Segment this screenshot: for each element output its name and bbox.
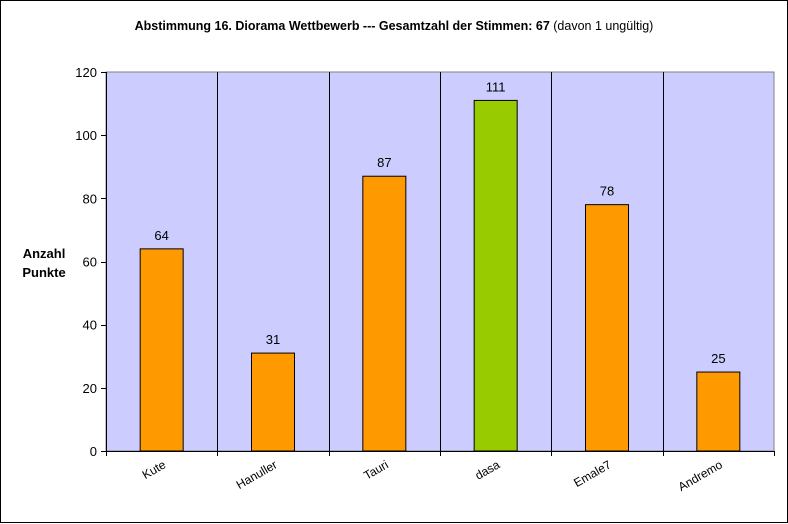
y-tick-label: 60 [83, 255, 97, 270]
y-tick-label: 100 [75, 128, 97, 143]
data-label: 64 [154, 228, 168, 243]
bar [251, 352, 295, 452]
x-tick-label: Andremo [676, 457, 725, 494]
bar [585, 204, 629, 452]
data-label: 31 [266, 332, 280, 347]
x-tick-label: Tauri [361, 457, 391, 482]
y-tick-label: 40 [83, 318, 97, 333]
bar [473, 99, 518, 452]
bar [696, 371, 741, 452]
y-axis-label-line1: Anzahl [22, 246, 66, 261]
bar [362, 175, 407, 452]
x-tick-label: dasa [473, 457, 503, 482]
chart-title-suffix: (davon 1 ungültig) [553, 19, 654, 33]
x-tick-label: Emale7 [571, 457, 614, 490]
y-axis-label: Anzahl Punkte [9, 244, 79, 282]
y-tick-label: 120 [75, 65, 97, 80]
y-tick-label: 80 [83, 191, 97, 206]
y-axis-label-line2: Punkte [22, 265, 66, 280]
x-tick-label: Kute [140, 457, 169, 482]
bar [139, 248, 184, 452]
y-tick-label: 20 [83, 381, 97, 396]
chart-title-main: Abstimmung 16. Diorama Wettbewerb --- Ge… [134, 19, 550, 33]
data-label: 25 [711, 351, 725, 366]
data-label: 87 [377, 155, 391, 170]
chart-title: Abstimmung 16. Diorama Wettbewerb --- Ge… [1, 19, 787, 33]
data-label: 78 [600, 184, 614, 199]
data-label: 111 [486, 79, 506, 94]
x-tick-label: Hanuller [234, 457, 280, 491]
y-tick-label: 0 [90, 444, 97, 459]
